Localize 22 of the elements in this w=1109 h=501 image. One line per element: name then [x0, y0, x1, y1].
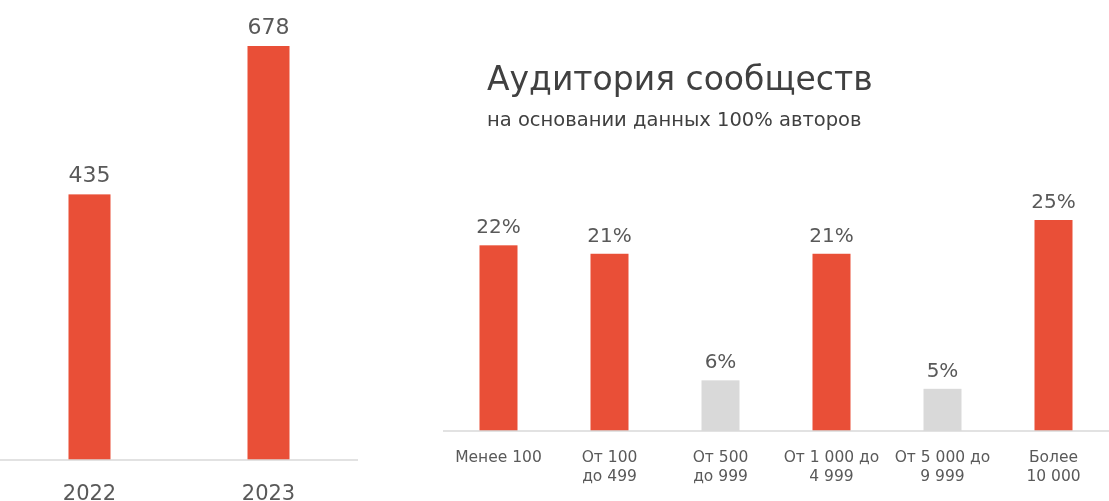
bar [1034, 220, 1073, 431]
x-tick-label: 2023 [241, 481, 296, 501]
chart-title: Аудитория сообществ [487, 59, 873, 98]
bar [479, 245, 518, 431]
bar [812, 253, 851, 431]
data-label: 5% [926, 357, 959, 382]
x-tick-label: От 5 000 до 9 999 [894, 448, 991, 486]
bar [590, 253, 629, 431]
data-label: 435 [68, 162, 111, 188]
x-tick-label: От 100 до 499 [581, 448, 638, 486]
x-tick-label: От 500 до 999 [692, 448, 749, 486]
x-tick-label: Менее 100 [455, 448, 542, 466]
data-label: 6% [704, 349, 737, 374]
data-label: 21% [587, 222, 632, 247]
data-label: 25% [1031, 189, 1076, 213]
x-tick-label: Более 10 000 [1026, 448, 1081, 486]
x-tick-label: 2022 [62, 481, 117, 501]
data-label: 21% [809, 222, 854, 247]
chart-subtitle: на основании данных 100% авторов [487, 108, 862, 131]
x-tick-label: От 1 000 до 4 999 [783, 448, 880, 486]
data-label: 678 [247, 14, 290, 39]
data-label: 22% [476, 214, 521, 239]
